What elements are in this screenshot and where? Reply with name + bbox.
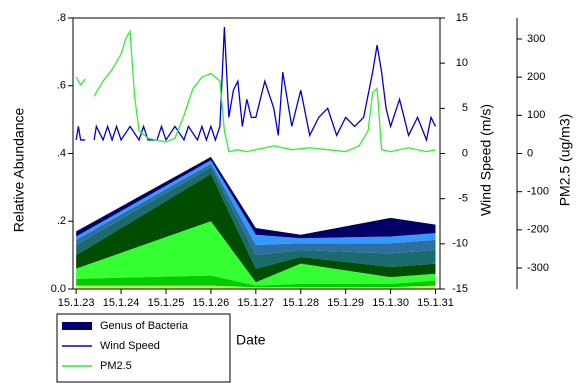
- y-tick-label: .4: [57, 147, 66, 159]
- y-axis-label: Relative Abundance: [11, 108, 27, 233]
- x-tick-label: 15.1.30: [372, 297, 409, 309]
- y-tick-label: .2: [57, 215, 66, 227]
- line: [75, 27, 437, 143]
- legend-label: PM2.5: [100, 360, 132, 372]
- y3-tick-label: 200: [527, 71, 545, 83]
- y3-tick-label: 300: [527, 33, 545, 45]
- y-tick-label: .8: [57, 12, 66, 24]
- x-tick-label: 15.1.24: [103, 297, 140, 309]
- legend-label: Genus of Bacteria: [100, 320, 189, 332]
- legend-swatch: [62, 322, 92, 330]
- y-tick-label: .6: [57, 80, 66, 92]
- y2-tick-label: 0: [462, 147, 468, 159]
- bacteria-area: [76, 160, 436, 245]
- bacteria-area: [76, 275, 436, 288]
- y3-tick-label: -200: [527, 224, 549, 236]
- y2-tick-label: 15: [456, 12, 468, 24]
- y3-tick-label: 100: [527, 109, 545, 121]
- y2-axis-label: Wind Speed (m/s): [478, 104, 494, 216]
- legend-label: Wind Speed: [100, 340, 160, 352]
- y-tick-label: 0.0: [51, 283, 66, 295]
- y2-tick-label: -5: [458, 193, 468, 205]
- y3-tick-label: -300: [527, 262, 549, 274]
- bacteria-area: [76, 163, 436, 256]
- bacteria-area: [76, 167, 436, 269]
- x-tick-label: 15.1.27: [237, 297, 274, 309]
- bacteria-area: [76, 221, 436, 286]
- x-tick-label: 15.1.29: [327, 297, 364, 309]
- y2-tick-label: 5: [462, 102, 468, 114]
- y2-tick-label: 10: [456, 57, 468, 69]
- bacteria-area: [76, 156, 436, 239]
- y3-tick-label: -100: [527, 186, 549, 198]
- y3-axis-label: PM2.5 (ug/m3): [557, 114, 573, 207]
- line: [75, 29, 436, 153]
- bacteria-area: [76, 173, 436, 283]
- x-tick-label: 15.1.28: [282, 297, 319, 309]
- y2-tick-label: -15: [452, 283, 468, 295]
- x-tick-label: 15.1.31: [417, 297, 454, 309]
- y3-tick-label: 0: [527, 147, 533, 159]
- y2-tick-label: -10: [452, 238, 468, 250]
- x-tick-label: 15.1.26: [193, 297, 230, 309]
- x-tick-label: 15.1.23: [58, 297, 95, 309]
- x-axis-label: Date: [236, 332, 266, 348]
- x-tick-label: 15.1.25: [148, 297, 185, 309]
